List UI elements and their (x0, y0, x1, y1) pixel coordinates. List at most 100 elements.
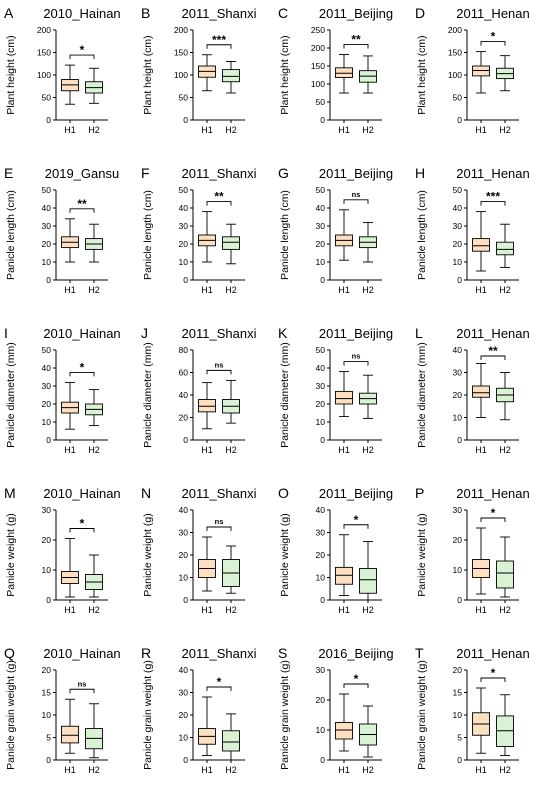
x-tick-label: H1 (338, 445, 350, 455)
significance-label: * (491, 30, 496, 44)
y-tick-label: 0 (320, 435, 325, 445)
panel-title: 2011_Henan (456, 646, 530, 661)
significance-bracket (480, 677, 506, 682)
significance-label: * (354, 672, 359, 686)
box-h1 (472, 363, 490, 418)
box-h2 (359, 541, 377, 601)
panel-s: S 2016_Beijing 0 10 20 30 Panicle grain weight… (278, 645, 394, 775)
y-tick-label: 200 (311, 43, 325, 53)
y-tick-label: 40 (316, 363, 326, 373)
significance-bracket (206, 201, 232, 206)
y-axis-label: Plant height (cm) (5, 35, 17, 114)
significance-label: ns (78, 679, 87, 688)
y-axis-label: Panicle diameter (mm) (5, 342, 17, 448)
panel-title: 2011_Beijing (319, 166, 393, 181)
y-tick-label: 10 (316, 417, 326, 427)
panel-title: 2011_Henan (456, 326, 530, 341)
significance-bracket (343, 683, 369, 688)
x-tick-label: H2 (225, 605, 237, 615)
x-tick-label: H2 (499, 605, 511, 615)
panel-letter: O (278, 485, 289, 501)
significance-label: * (80, 360, 85, 374)
box-h2 (85, 389, 103, 427)
y-axis-label: Panicle grain weight (g) (279, 660, 291, 770)
x-tick-label: H2 (88, 125, 100, 135)
y-tick-label: 40 (179, 203, 189, 213)
y-tick-label: 20 (453, 239, 463, 249)
box-iqr (496, 560, 514, 589)
significance-label: ns (215, 360, 224, 369)
box-iqr (359, 568, 377, 594)
box-h2 (496, 694, 514, 756)
box-h1 (335, 693, 353, 752)
x-tick-label: H1 (64, 765, 76, 775)
panel-letter: L (415, 325, 423, 341)
y-tick-label: 80 (179, 345, 189, 355)
y-tick-label: 15 (42, 688, 52, 698)
significance-label: ** (488, 344, 498, 358)
y-tick-label: 100 (311, 79, 325, 89)
box-iqr (222, 69, 240, 83)
x-tick-label: H1 (201, 285, 213, 295)
box-iqr (496, 241, 514, 256)
panel-title: 2011_Henan (456, 486, 530, 501)
y-tick-label: 150 (448, 48, 462, 58)
panel-title: 2011_Beijing (319, 326, 393, 341)
y-tick-label: 10 (179, 257, 189, 267)
y-axis-label: Panicle length (cm) (279, 190, 291, 280)
y-tick-label: 200 (448, 25, 462, 35)
y-tick-label: 10 (316, 725, 326, 735)
y-tick-label: 200 (37, 25, 51, 35)
significance-label: *** (212, 33, 226, 47)
y-tick-label: 20 (179, 550, 189, 560)
box-h1 (472, 51, 490, 94)
panel-letter: I (4, 325, 8, 341)
y-axis-label: Panicle weight (g) (5, 513, 17, 596)
y-axis-label: Panicle diameter (mm) (279, 342, 291, 448)
panel-letter: E (4, 165, 13, 181)
significance-label: *** (486, 190, 500, 204)
panel-f: F 2011_Shanxi 0 10 20 30 40 50 Panicle length (c… (141, 165, 257, 295)
panel-g: G 2011_Beijing 0 10 20 30 40 50 Panicle length (… (278, 165, 393, 295)
y-tick-label: 30 (42, 221, 52, 231)
panel-n: N 2011_Shanxi 0 10 20 30 40 Panicle weight (g) H… (141, 485, 257, 615)
y-tick-label: 15 (453, 688, 463, 698)
y-tick-label: 200 (174, 25, 188, 35)
panel-letter: Q (4, 645, 15, 661)
panel-e: E 2019_Gansu 0 10 20 30 40 50 Panicle length (cm… (4, 165, 119, 295)
y-tick-label: 0 (183, 115, 188, 125)
y-tick-label: 50 (42, 185, 52, 195)
box-h2 (222, 223, 240, 265)
box-h2 (496, 55, 514, 92)
box-h2 (85, 67, 103, 104)
y-tick-label: 0 (457, 275, 462, 285)
panel-c: C 2011_Beijing 0 50 100 150 200 250 Plant height… (278, 5, 393, 135)
y-axis-label: Panicle diameter (mm) (142, 342, 154, 448)
significance-bracket (206, 686, 232, 691)
significance-bracket (480, 41, 506, 46)
x-tick-label: H2 (225, 765, 237, 775)
x-tick-label: H2 (88, 765, 100, 775)
panel-letter: M (4, 485, 16, 501)
y-tick-label: 20 (179, 413, 189, 423)
x-tick-label: H2 (499, 445, 511, 455)
y-axis-label: Panicle length (cm) (5, 190, 17, 280)
significance-label: ns (352, 352, 361, 361)
significance-bracket (69, 371, 95, 377)
x-tick-label: H1 (64, 605, 76, 615)
box-iqr (61, 725, 79, 744)
box-h1 (61, 698, 79, 754)
y-tick-label: 30 (453, 505, 463, 515)
panel-i: I 2010_Hainan 0 10 20 30 40 50 Panicle diameter … (4, 325, 121, 455)
panel-b: B 2011_Shanxi 0 50 100 150 200 Plant height (cm… (141, 5, 257, 135)
x-tick-label: H1 (64, 445, 76, 455)
y-tick-label: 0 (183, 755, 188, 765)
y-axis-label: Panicle diameter (mm) (416, 342, 428, 448)
box-h1 (61, 381, 79, 430)
significance-label: * (354, 513, 359, 527)
significance-bracket (206, 44, 232, 49)
y-tick-label: 10 (42, 417, 52, 427)
box-h2 (222, 61, 240, 94)
significance-label: * (80, 43, 85, 57)
